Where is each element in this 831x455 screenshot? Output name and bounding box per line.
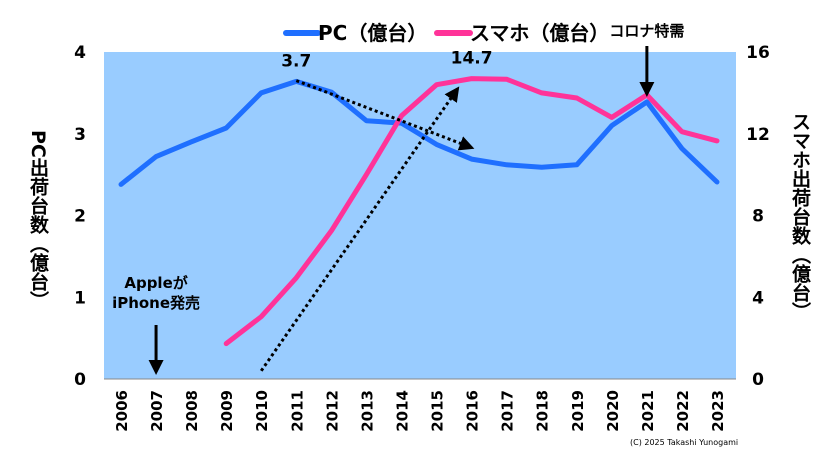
x-tick-label: 2015 xyxy=(429,390,447,432)
x-tick-label: 2017 xyxy=(499,390,517,432)
x-tick-label: 2013 xyxy=(358,390,376,432)
left-tick-label: 2 xyxy=(74,207,86,227)
x-tick-label: 2019 xyxy=(569,390,587,432)
x-tick-label: 2011 xyxy=(288,390,306,432)
data-label: 3.7 xyxy=(281,51,311,71)
x-tick-label: 2006 xyxy=(113,390,131,432)
x-tick-label: 2008 xyxy=(183,390,201,432)
annotation-apple-line2: iPhone発売 xyxy=(112,294,200,312)
x-tick-label: 2023 xyxy=(709,390,727,432)
left-tick-label: 3 xyxy=(74,125,86,145)
left-tick-label: 0 xyxy=(74,370,86,390)
legend-label-smartphone: スマホ（億台） xyxy=(470,21,609,45)
x-tick-label: 2010 xyxy=(253,390,271,432)
left-axis-label: PC出荷台数（億台） xyxy=(27,130,49,310)
x-tick-label: 2016 xyxy=(464,390,482,432)
series-line-smartphone xyxy=(223,76,720,347)
annotation-corona-text: コロナ特需 xyxy=(609,22,684,40)
legend: PC（億台） スマホ（億台） xyxy=(283,21,609,45)
x-tick-label: 2014 xyxy=(393,390,411,432)
x-tick-label: 2009 xyxy=(218,390,236,432)
right-axis-label: スマホ出荷台数（億台） xyxy=(789,112,811,321)
trend-arrow xyxy=(295,79,475,151)
right-tick-label: 4 xyxy=(752,288,764,308)
x-tick-label: 2012 xyxy=(323,390,341,432)
left-tick-label: 1 xyxy=(74,288,86,308)
x-tick-label: 2020 xyxy=(604,390,622,432)
series-line-pc xyxy=(118,78,720,187)
x-tick-label: 2007 xyxy=(148,390,166,432)
legend-label-pc: PC（億台） xyxy=(318,21,427,45)
copyright-text: (C) 2025 Takashi Yunogami xyxy=(630,438,738,447)
data-label: 14.7 xyxy=(451,49,493,69)
left-tick-label: 4 xyxy=(74,43,86,63)
x-tick-label: 2022 xyxy=(674,390,692,432)
x-tick-label: 2021 xyxy=(639,390,657,432)
x-tick-label: 2018 xyxy=(534,390,552,432)
annotation-apple-line1: Appleが xyxy=(124,274,188,292)
right-tick-label: 0 xyxy=(752,370,764,390)
right-tick-label: 8 xyxy=(752,207,764,227)
right-tick-label: 12 xyxy=(746,125,770,145)
right-tick-label: 16 xyxy=(746,43,770,63)
